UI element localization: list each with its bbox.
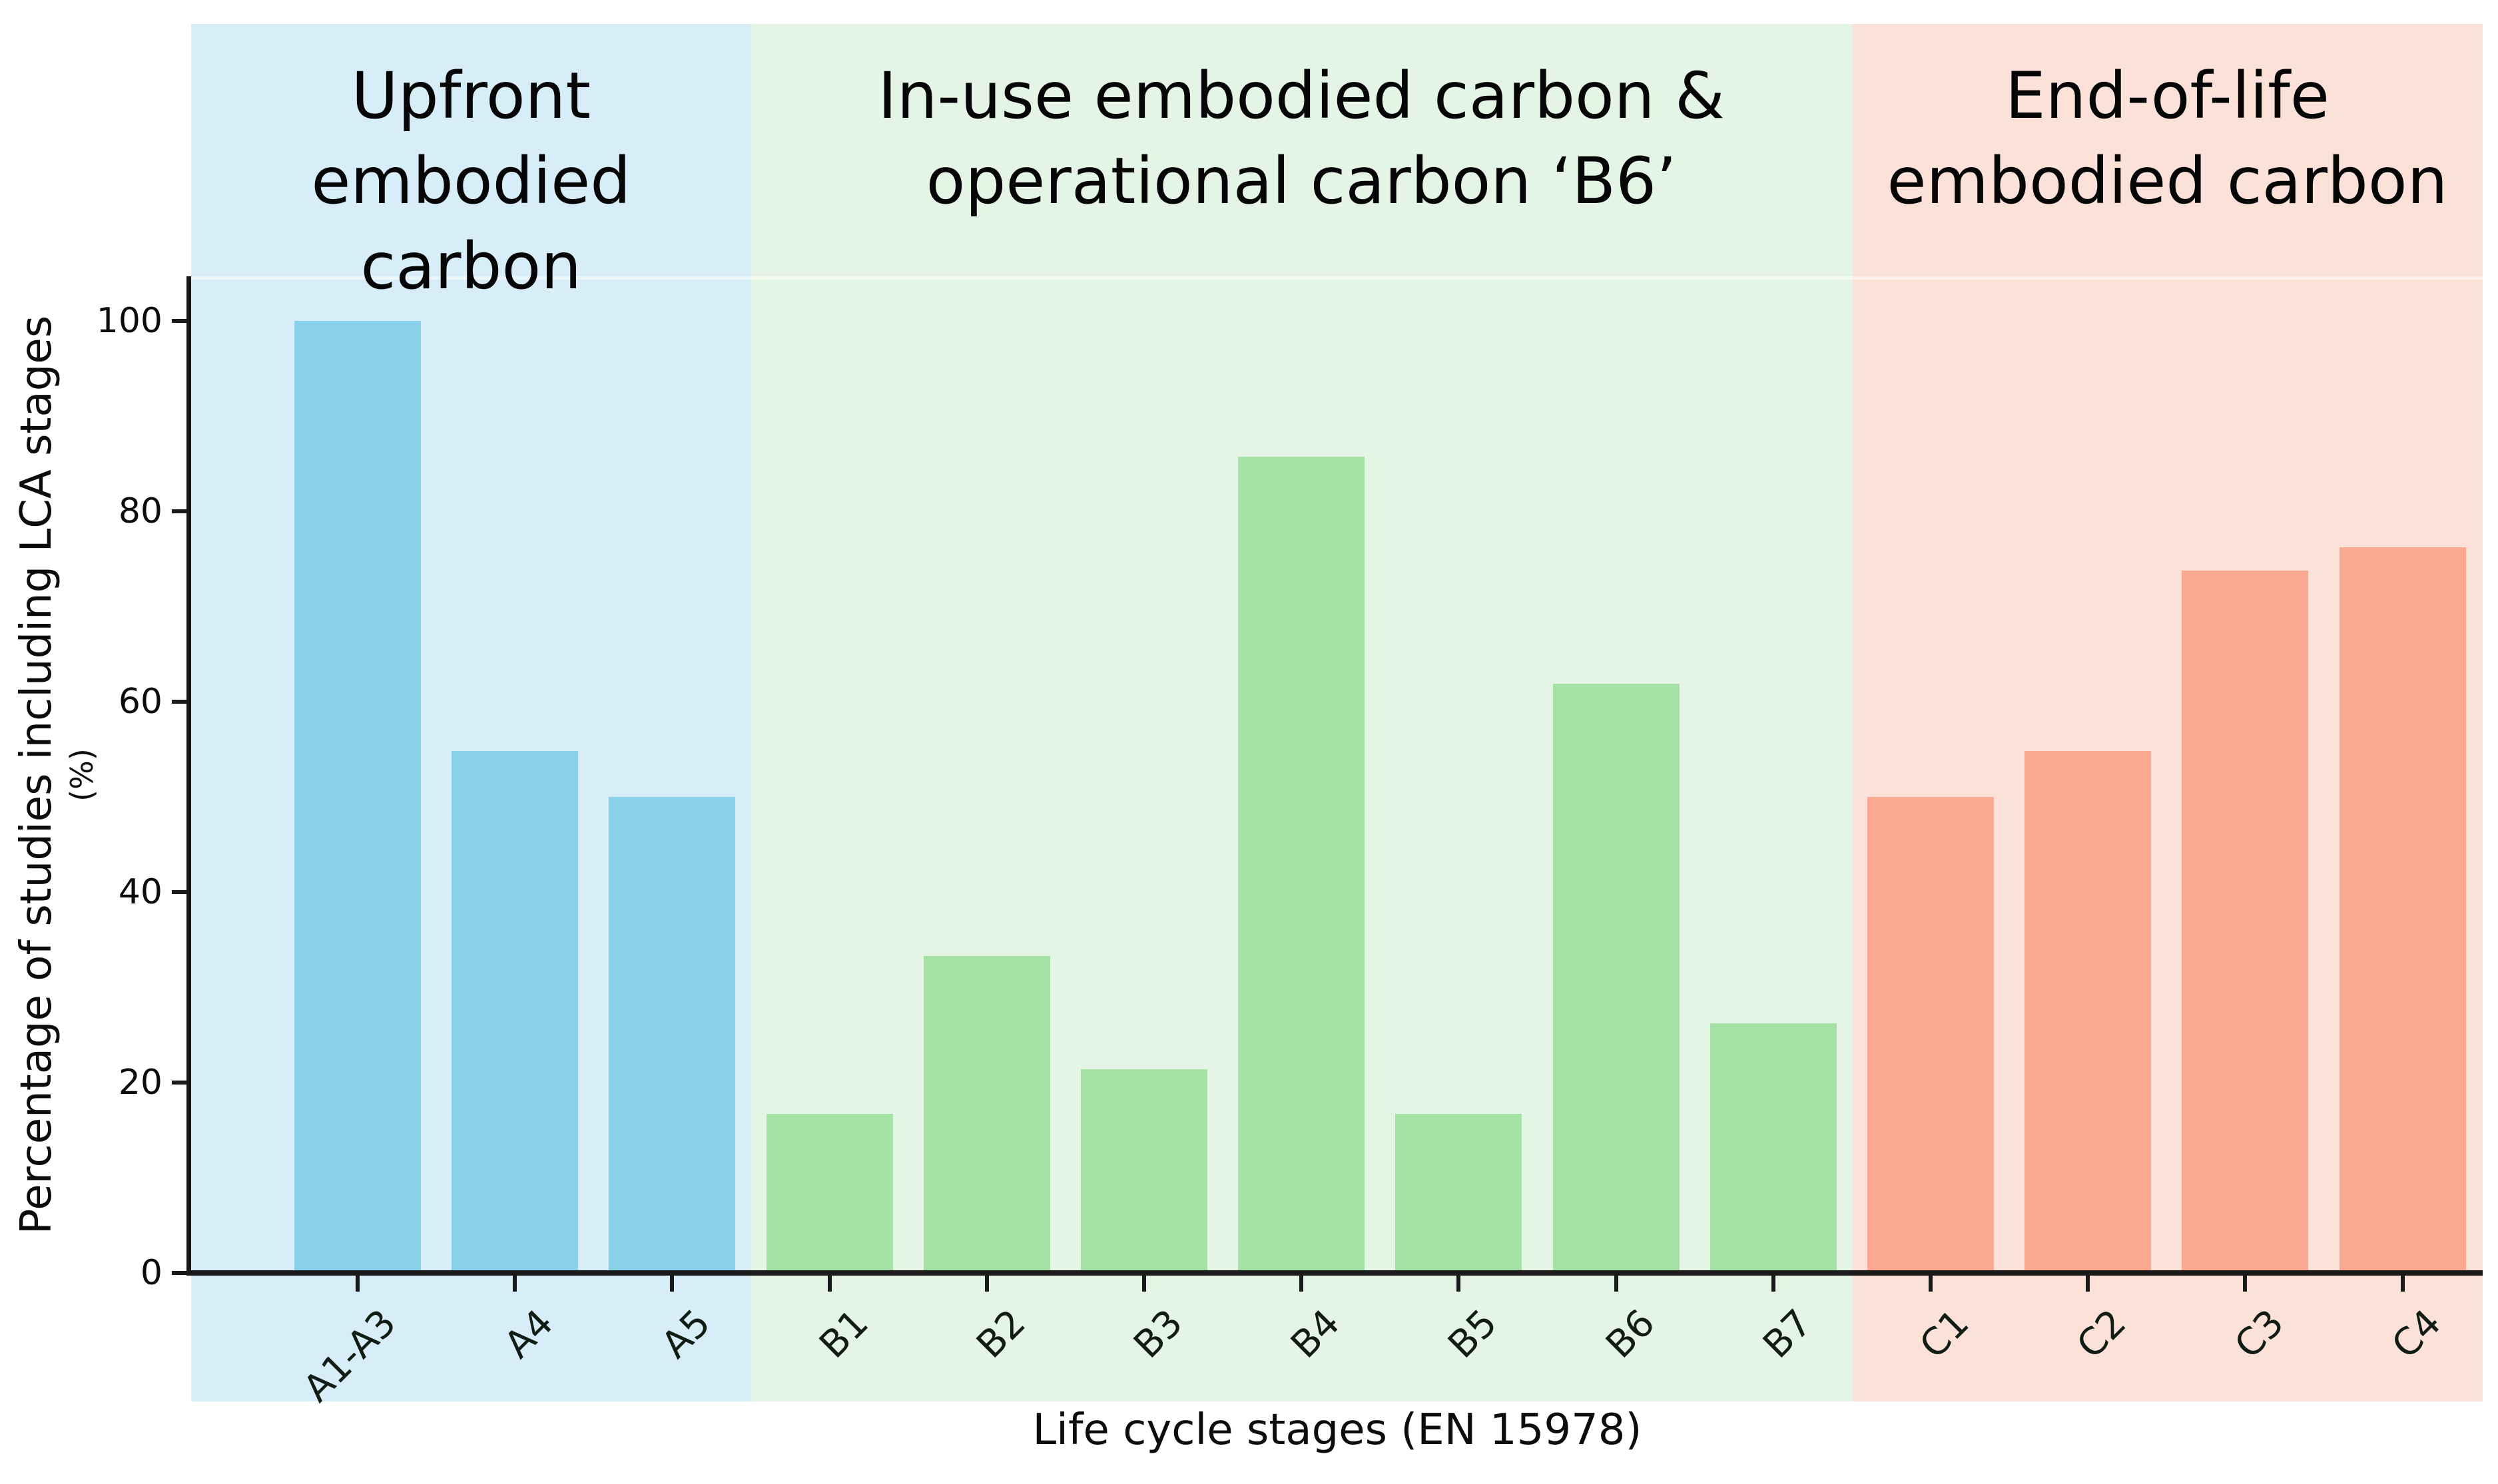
- x-tick-A1-A3: [356, 1276, 360, 1292]
- x-tick-A5: [670, 1276, 675, 1292]
- y-tick-label-0: 0: [140, 1253, 162, 1293]
- x-tick-B6: [1614, 1276, 1618, 1292]
- bar-C2: [2025, 751, 2152, 1273]
- x-tick-B1: [827, 1276, 832, 1292]
- y-tick-label-60: 60: [118, 682, 162, 722]
- axes-top-line: [191, 276, 2483, 280]
- group-title-in-use: In-use embodied carbon & operational carb…: [878, 53, 1725, 224]
- group-title-end-of-life: End-of-life embodied carbon: [1887, 53, 2447, 224]
- bar-B6: [1552, 683, 1680, 1273]
- x-axis-label: Life cycle stages (EN 15978): [1032, 1405, 1642, 1455]
- y-tick-100: [172, 319, 186, 323]
- group-title-line: End-of-life: [2005, 59, 2330, 133]
- x-tick-B2: [984, 1276, 989, 1292]
- bar-C3: [2182, 570, 2309, 1273]
- x-axis-line: [186, 1270, 2483, 1276]
- group-title-line: embodied carbon: [1887, 144, 2448, 218]
- y-tick-label-40: 40: [118, 872, 162, 912]
- x-tick-C2: [2086, 1276, 2090, 1292]
- group-title-upfront: Upfront embodied carbon: [311, 53, 631, 309]
- y-axis-label: Percentage of studies including LCA stag…: [11, 316, 101, 1234]
- group-title-line: embodied: [311, 144, 631, 218]
- y-axis-label-unit: (%): [64, 748, 100, 802]
- group-title-line: carbon: [360, 229, 582, 304]
- y-axis-line: [186, 276, 191, 1276]
- x-tick-B7: [1771, 1276, 1775, 1292]
- bar-B3: [1081, 1069, 1207, 1273]
- y-tick-label-100: 100: [96, 301, 162, 341]
- x-tick-B3: [1142, 1276, 1146, 1292]
- bar-B4: [1238, 457, 1365, 1273]
- bar-B1: [766, 1114, 893, 1273]
- group-title-line: Upfront: [351, 59, 591, 133]
- group-title-line: operational carbon ‘B6’: [926, 144, 1677, 218]
- bar-B2: [923, 955, 1050, 1273]
- y-tick-40: [172, 890, 186, 894]
- group-title-line: In-use embodied carbon &: [878, 59, 1725, 133]
- bar-A1-A3: [294, 321, 421, 1273]
- x-tick-C1: [1929, 1276, 1933, 1292]
- y-tick-label-20: 20: [118, 1063, 162, 1103]
- y-tick-60: [172, 700, 186, 704]
- x-tick-B5: [1456, 1276, 1461, 1292]
- bar-B7: [1710, 1023, 1837, 1273]
- x-tick-A4: [513, 1276, 517, 1292]
- bar-A5: [609, 797, 736, 1273]
- y-axis-label-text: Percentage of studies including LCA stag…: [12, 315, 61, 1235]
- bar-A4: [452, 751, 579, 1273]
- bar-B5: [1395, 1114, 1522, 1273]
- y-tick-label-80: 80: [118, 491, 162, 531]
- bar-C1: [1867, 797, 1994, 1273]
- y-tick-80: [172, 509, 186, 513]
- y-tick-20: [172, 1081, 186, 1085]
- x-tick-B4: [1299, 1276, 1304, 1292]
- bar-C4: [2339, 547, 2466, 1273]
- y-tick-0: [172, 1271, 186, 1275]
- x-tick-C3: [2243, 1276, 2248, 1292]
- x-tick-C4: [2400, 1276, 2405, 1292]
